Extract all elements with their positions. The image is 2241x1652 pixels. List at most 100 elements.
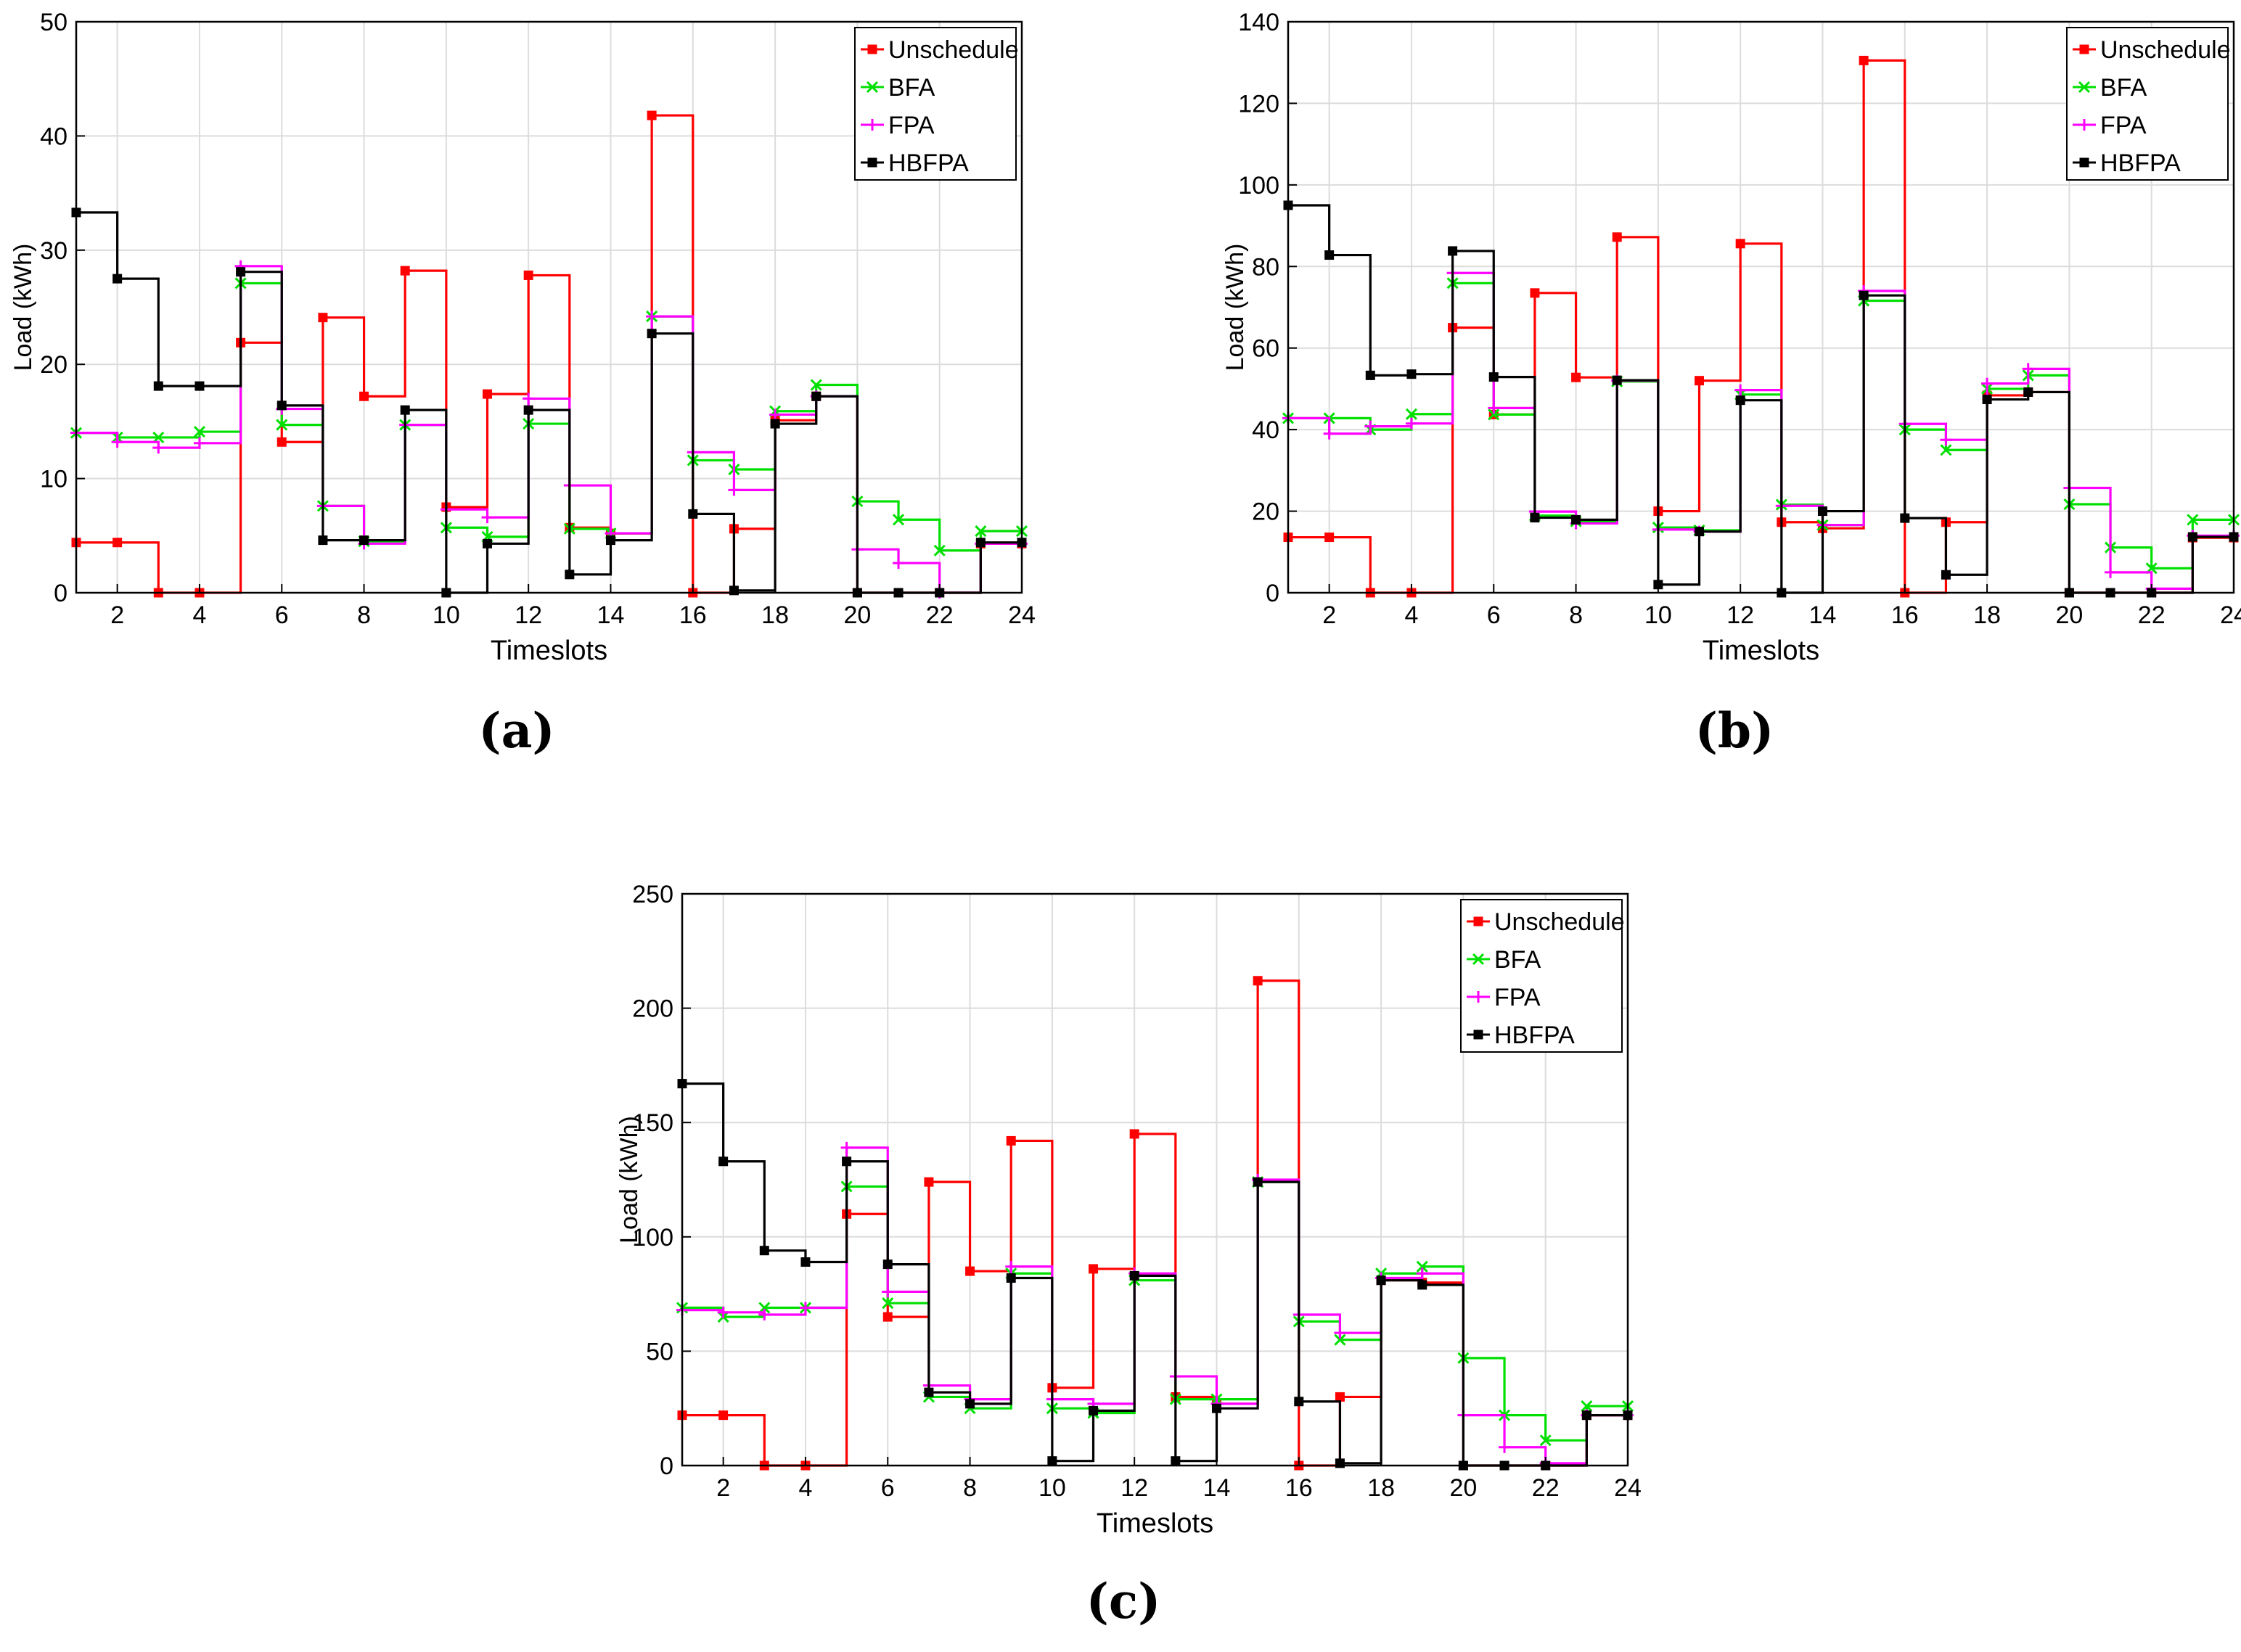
x-tick-label: 4 (1404, 601, 1418, 629)
data-point (646, 311, 658, 323)
data-point (933, 544, 946, 556)
x-tick-label: 24 (2220, 601, 2241, 629)
legend-label: BFA (888, 74, 935, 102)
data-point (1405, 417, 1417, 430)
y-tick-label: 20 (1252, 498, 1279, 526)
y-tick-label: 0 (1266, 580, 1279, 607)
data-point (810, 379, 822, 391)
data-point (276, 419, 288, 431)
data-point (1859, 55, 1869, 65)
y-tick-label: 100 (632, 1224, 673, 1252)
data-point (194, 381, 205, 391)
data-point (1334, 1327, 1346, 1339)
data-point (1006, 1273, 1016, 1283)
legend-label: HBFPA (1494, 1022, 1575, 1049)
axes-box (75, 20, 1023, 594)
x-tick-label: 20 (2055, 601, 2083, 629)
x-tick-label: 10 (1644, 601, 1672, 629)
chart-panel-2: 2 4 6 8 10 12 14 16 18 20 22 24020406080100120140Ti… (1221, 9, 2241, 759)
data-point (1900, 513, 1910, 523)
data-point (152, 442, 165, 454)
legend-marker (1473, 1030, 1483, 1040)
x-tick-label: 2 (1322, 601, 1336, 629)
data-point (1735, 239, 1745, 249)
data-point (718, 1410, 729, 1421)
data-point (647, 110, 657, 120)
data-point (2187, 514, 2199, 526)
y-tick-label: 10 (40, 466, 67, 493)
chart-panel-1: 2 4 6 8 10 12 14 16 18 20 22 2401020304050Timeslots… (9, 9, 1036, 759)
data-point (1406, 369, 1417, 379)
legend-marker (866, 81, 879, 94)
data-point (924, 1387, 934, 1397)
data-point (1005, 1260, 1017, 1273)
x-tick-label: 6 (275, 601, 289, 629)
y-tick-label: 50 (646, 1338, 673, 1365)
data-point (1335, 1392, 1345, 1402)
data-point (481, 511, 493, 524)
data-point (1488, 402, 1500, 414)
data-point (1294, 1397, 1304, 1407)
data-point (400, 266, 410, 276)
x-axis-label: Timeslots (491, 636, 607, 666)
legend-box (2066, 27, 2229, 181)
legend-marker (867, 119, 878, 131)
x-tick-label: 2 (110, 601, 124, 629)
data-point (842, 1156, 852, 1167)
data-point (975, 538, 986, 548)
data-point (718, 1156, 729, 1167)
series-line (682, 979, 1628, 1467)
data-point (565, 570, 575, 580)
data-point (1417, 1280, 1427, 1290)
legend-marker (2079, 157, 2089, 168)
data-point (1539, 1434, 1552, 1447)
data-point (840, 1141, 853, 1154)
y-tick-label: 0 (54, 580, 67, 607)
data-point (965, 1266, 975, 1276)
x-tick-label: 22 (926, 601, 954, 629)
legend-label: Unschedule (2100, 36, 2231, 64)
x-tick-label: 22 (2138, 601, 2166, 629)
legend-box (854, 27, 1017, 181)
series-line (76, 211, 1022, 594)
data-point (318, 535, 328, 546)
data-point (1211, 1403, 1221, 1413)
x-tick-label: 14 (597, 601, 625, 629)
x-tick-label: 24 (1614, 1474, 1642, 1502)
chart-panel-3: 2 4 6 8 10 12 14 16 18 20 22 24050100150200250Times… (615, 881, 1642, 1630)
y-tick-label: 40 (40, 123, 67, 150)
x-tick-label: 2 (716, 1474, 730, 1502)
x-tick-label: 10 (433, 601, 460, 629)
data-point (892, 514, 905, 526)
panel-caption: (a) (478, 702, 554, 759)
data-point (523, 405, 533, 415)
legend-label: FPA (1494, 984, 1541, 1011)
data-point (1364, 420, 1377, 432)
x-tick-label: 4 (192, 601, 206, 629)
panel-caption: (c) (1086, 1573, 1161, 1630)
data-point (1571, 372, 1581, 382)
x-tick-label: 10 (1038, 1474, 1066, 1502)
data-point (1324, 250, 1335, 260)
series-hbfpa (1283, 200, 2239, 598)
data-point (1448, 246, 1458, 256)
x-axis-label: Timeslots (1097, 1508, 1213, 1539)
y-tick-label: 50 (40, 9, 67, 36)
y-axis-label: Load (kWh) (615, 1116, 643, 1244)
data-point (1499, 1441, 1511, 1453)
legend-label: HBFPA (2100, 149, 2181, 177)
data-point (359, 535, 369, 546)
series-hbfpa (677, 1079, 1633, 1471)
data-point (111, 436, 123, 448)
data-point (153, 381, 163, 391)
data-point (800, 1257, 811, 1267)
legend-label: Unschedule (888, 36, 1019, 64)
data-point (1612, 232, 1622, 242)
data-point (1129, 1270, 1139, 1281)
data-point (605, 535, 615, 546)
x-tick-label: 8 (963, 1474, 977, 1502)
x-tick-label: 14 (1203, 1474, 1231, 1502)
x-tick-label: 20 (843, 601, 871, 629)
